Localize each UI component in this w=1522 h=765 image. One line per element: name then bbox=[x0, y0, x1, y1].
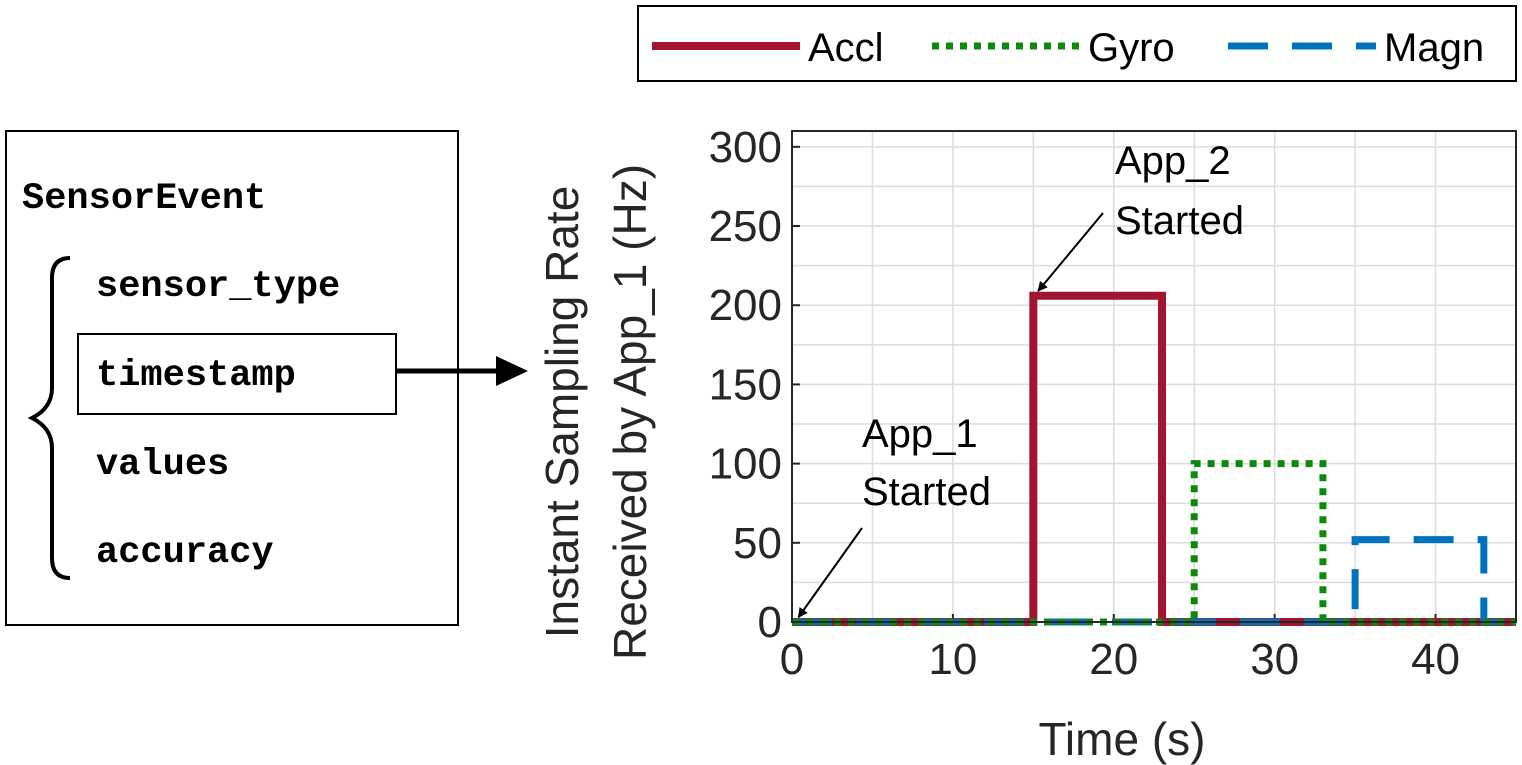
x-tick-label: 0 bbox=[780, 635, 804, 684]
y-tick-label: 250 bbox=[709, 202, 782, 251]
y-tick-label: 100 bbox=[709, 440, 782, 489]
legend-label-gyro: Gyro bbox=[1088, 26, 1175, 70]
x-tick-label: 10 bbox=[928, 635, 977, 684]
field-accuracy: accuracy bbox=[96, 532, 274, 574]
timestamp-to-chart-arrow bbox=[396, 356, 528, 386]
annotation-app2-line-2: Started bbox=[1115, 199, 1244, 243]
sensor-event-panel: SensorEvent sensor_type timestamp values… bbox=[5, 130, 459, 626]
y-tick-label: 50 bbox=[733, 519, 782, 568]
y-tick-label: 200 bbox=[709, 281, 782, 330]
arrow-head bbox=[496, 356, 528, 386]
x-axis-label: Time (s) bbox=[1039, 713, 1206, 765]
field-values: values bbox=[96, 444, 229, 486]
annotation-app2-arrow bbox=[1037, 212, 1104, 292]
x-tick-label: 30 bbox=[1250, 635, 1299, 684]
annotation-app1-line-2: Started bbox=[862, 470, 991, 514]
annotation-app2-line-1: App_2 bbox=[1115, 139, 1231, 183]
annotation-app1-started: App_1 Started bbox=[797, 412, 991, 619]
curly-brace bbox=[27, 256, 71, 580]
legend-label-accl: Accl bbox=[808, 26, 884, 70]
grid bbox=[792, 131, 1516, 622]
annotation-app2-started: App_2 Started bbox=[1037, 139, 1244, 292]
plot-area bbox=[792, 131, 1516, 622]
field-sensor-type: sensor_type bbox=[96, 266, 340, 308]
chart-axes: 0 10 20 30 40 0 50 100 150 200 250 300 Time (s) In… bbox=[536, 123, 1517, 765]
x-ticks: 0 10 20 30 40 bbox=[780, 614, 1460, 684]
legend: Accl Gyro Magn bbox=[637, 5, 1517, 82]
x-tick-label: 20 bbox=[1089, 635, 1138, 684]
plot-border bbox=[791, 130, 1517, 623]
y-tick-label: 0 bbox=[758, 598, 782, 647]
timestamp-highlight-box bbox=[77, 333, 397, 415]
y-tick-label: 300 bbox=[709, 123, 782, 172]
struct-title: SensorEvent bbox=[22, 178, 266, 220]
y-axis-label-line-1: Instant Sampling Rate bbox=[536, 186, 588, 639]
y-axis-label-line-2: Received by App_1 (Hz) bbox=[604, 164, 656, 660]
annotation-app1-arrow bbox=[797, 527, 863, 619]
field-timestamp: timestamp bbox=[96, 355, 296, 397]
panel-border bbox=[5, 130, 459, 626]
legend-label-magn: Magn bbox=[1384, 26, 1484, 70]
y-ticks: 0 50 100 150 200 250 300 bbox=[709, 123, 800, 647]
y-tick-label: 150 bbox=[709, 360, 782, 409]
annotation-app1-line-1: App_1 bbox=[862, 412, 978, 456]
x-tick-label: 40 bbox=[1411, 635, 1460, 684]
